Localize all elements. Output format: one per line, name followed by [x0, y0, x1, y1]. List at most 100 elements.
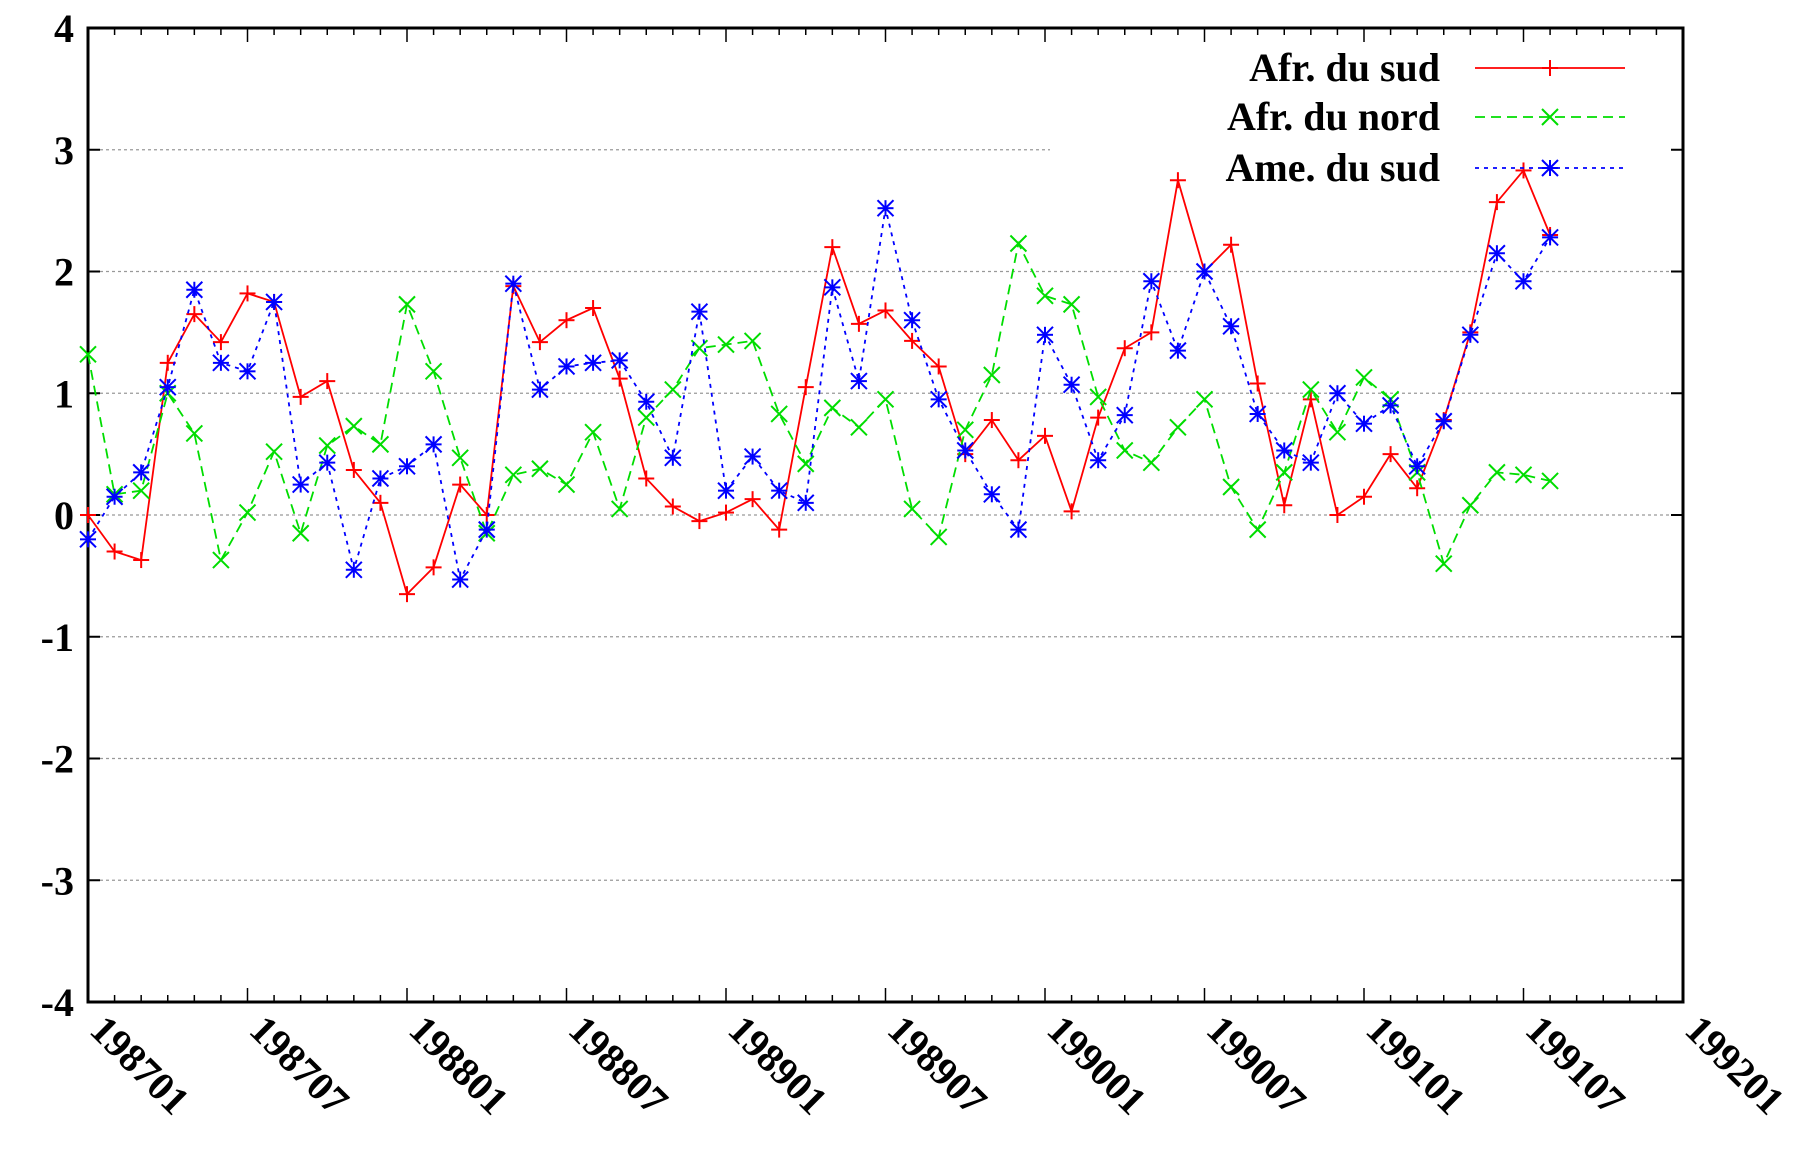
data-point: [1222, 478, 1240, 496]
data-point: [132, 463, 150, 482]
data-point: [1090, 409, 1107, 426]
data-point: [1036, 326, 1054, 344]
data-point: [1195, 262, 1214, 281]
data-point: [797, 455, 815, 473]
data-point: [664, 449, 682, 467]
data-point: [823, 278, 842, 297]
legend-label: Afr. du nord: [1227, 94, 1440, 139]
data-point: [664, 498, 681, 515]
y-tick-label: 2: [54, 250, 74, 295]
data-point: [1514, 466, 1533, 484]
data-point: [637, 408, 655, 427]
data-point: [212, 551, 230, 569]
data-point: [1541, 472, 1559, 490]
data-point: [584, 423, 602, 441]
data-point: [584, 354, 602, 372]
data-point: [1302, 380, 1320, 399]
y-tick-label: 0: [54, 493, 74, 538]
data-point: [744, 491, 761, 508]
data-point: [1223, 236, 1240, 253]
data-point: [876, 199, 895, 217]
data-point: [504, 466, 523, 484]
data-point: [1435, 412, 1453, 430]
data-point: [770, 405, 788, 423]
data-point: [823, 399, 842, 417]
series-layer: [79, 162, 1559, 603]
series-2: [79, 199, 1559, 589]
data-point: [238, 362, 257, 381]
data-point: [557, 475, 576, 494]
data-point: [1541, 108, 1559, 126]
data-point: [133, 552, 150, 569]
data-point: [239, 285, 256, 302]
data-point: [1541, 159, 1559, 177]
data-point: [105, 488, 124, 506]
data-point: [1116, 441, 1134, 460]
y-tick-label: -1: [41, 615, 74, 660]
data-point: [929, 528, 948, 546]
data-point: [956, 421, 974, 439]
data-point: [797, 494, 815, 512]
data-point: [185, 281, 204, 299]
data-point: [1515, 162, 1532, 179]
data-point: [903, 500, 921, 518]
data-point: [451, 449, 469, 467]
data-point: [159, 378, 177, 396]
data-point: [1248, 405, 1267, 423]
data-point: [717, 335, 735, 354]
y-tick-label: -3: [41, 858, 74, 903]
data-point: [371, 469, 390, 488]
data-point: [1408, 457, 1426, 476]
data-point: [929, 390, 948, 409]
data-point: [904, 332, 921, 349]
data-point: [850, 418, 868, 437]
y-tick-label: -2: [41, 737, 74, 782]
y-axis-tick-labels: -4 -3 -2 -1 0 1 2 3 4: [41, 6, 74, 1025]
series-0: [80, 162, 1559, 603]
y-tick-label: -4: [41, 980, 74, 1025]
data-point: [1276, 497, 1293, 514]
data-point: [1302, 453, 1320, 472]
data-point: [318, 436, 336, 455]
data-point: [345, 561, 363, 579]
data-point: [452, 476, 469, 493]
data-point: [504, 274, 523, 293]
data-point: [398, 457, 416, 476]
data-point: [1142, 453, 1161, 472]
data-point: [1010, 452, 1027, 469]
data-point: [424, 435, 443, 454]
data-point: [850, 372, 868, 390]
data-point: [186, 306, 203, 323]
grid-lines: [88, 149, 1683, 881]
legend-item: Afr. du nord: [1227, 94, 1625, 139]
data-point: [531, 460, 549, 478]
data-point: [478, 507, 495, 523]
data-point: [291, 524, 310, 542]
data-point: [1328, 423, 1347, 441]
data-point: [1063, 503, 1080, 520]
data-point: [451, 570, 469, 589]
data-point: [1169, 341, 1187, 360]
data-point: [319, 373, 336, 390]
data-point: [770, 481, 788, 500]
data-point: [611, 370, 628, 387]
data-point: [1248, 520, 1267, 539]
data-point: [1355, 414, 1373, 433]
data-point: [1222, 317, 1240, 335]
data-point: [983, 366, 1001, 384]
data-point: [1356, 488, 1372, 505]
data-point: [1488, 463, 1506, 482]
data-point: [212, 334, 229, 351]
data-point: [664, 380, 682, 399]
data-point: [797, 379, 814, 396]
data-point: [478, 520, 496, 539]
data-point: [1036, 287, 1054, 305]
series-line: [87, 240, 1551, 567]
data-point: [1116, 340, 1133, 357]
data-point: [1355, 368, 1373, 387]
data-point: [903, 311, 921, 329]
data-point: [824, 239, 841, 256]
data-point: [106, 543, 123, 560]
